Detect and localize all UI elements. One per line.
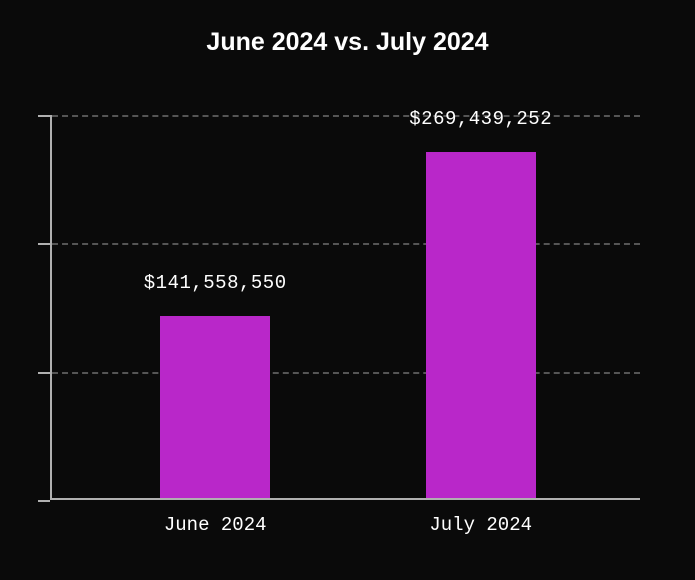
bar: [160, 316, 270, 498]
gridline: [52, 243, 640, 245]
gridline: [52, 372, 640, 374]
y-tick: [38, 115, 50, 117]
y-tick: [38, 372, 50, 374]
bar-value-label: $269,439,252: [409, 108, 552, 130]
bar: [426, 152, 536, 498]
chart-title: June 2024 vs. July 2024: [0, 28, 695, 57]
plot-area: $141,558,550June 2024$269,439,252July 20…: [50, 115, 640, 500]
y-axis: [50, 115, 52, 500]
y-tick: [38, 243, 50, 245]
bar-value-label: $141,558,550: [144, 272, 287, 294]
x-axis: [50, 498, 640, 500]
x-axis-label: June 2024: [164, 514, 267, 536]
chart-container: June 2024 vs. July 2024 $141,558,550June…: [0, 0, 695, 580]
x-axis-label: July 2024: [429, 514, 532, 536]
y-tick: [38, 500, 50, 502]
